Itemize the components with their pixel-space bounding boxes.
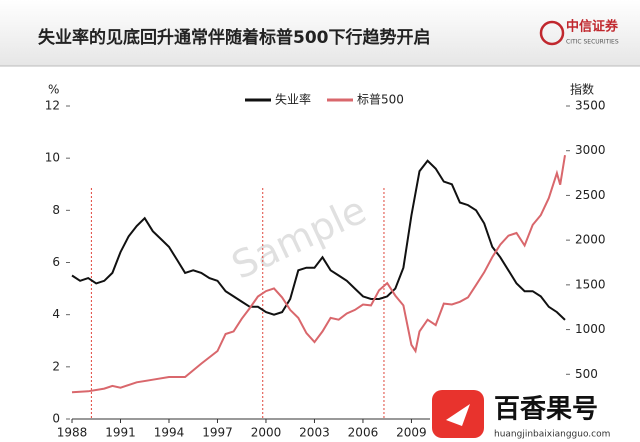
y2-tick-label: 3000 xyxy=(575,143,606,157)
y2-tick-label: 2500 xyxy=(575,188,606,202)
x-tick-label: 2003 xyxy=(299,426,330,440)
y2-tick-label: 1000 xyxy=(575,322,606,336)
footer-brand: 百香果号 xyxy=(494,395,598,425)
x-tick-label: 2009 xyxy=(396,426,427,440)
x-tick-label: 2006 xyxy=(348,426,379,440)
y-tick-label: 0 xyxy=(52,412,60,426)
y2-axis-label: 指数 xyxy=(570,82,594,97)
y-tick-label: 8 xyxy=(52,203,60,217)
legend-label: 标普500 xyxy=(357,93,404,107)
series-line xyxy=(71,155,566,394)
logo-en: CITIC SECURITIES xyxy=(566,39,619,46)
chart-title: 失业率的见底回升通常伴随着标普500下行趋势开启 xyxy=(38,27,431,48)
y-tick-label: 6 xyxy=(52,255,60,269)
x-tick-label: 2000 xyxy=(251,426,282,440)
y-tick-label: 12 xyxy=(45,99,60,113)
series-line xyxy=(71,159,566,321)
header-band xyxy=(0,0,640,66)
x-tick-label: 1997 xyxy=(202,426,233,440)
watermark: Sample xyxy=(225,188,373,288)
legend-label: 失业率 xyxy=(275,92,311,107)
footer-url: huangjinbaixiangguo.com xyxy=(494,430,610,440)
x-tick-label: 1994 xyxy=(154,426,185,440)
logo-cn: 中信证券 xyxy=(566,19,619,35)
y-tick-label: 4 xyxy=(52,307,60,321)
y-tick-label: 10 xyxy=(45,151,60,165)
logo-icon xyxy=(539,20,565,46)
y2-tick-label: 500 xyxy=(575,367,598,381)
x-tick-label: 1988 xyxy=(57,426,88,440)
y-axis-label: % xyxy=(48,83,59,97)
y-tick-label: 2 xyxy=(52,359,60,373)
footer-icon-mark xyxy=(446,404,470,426)
y2-tick-label: 3500 xyxy=(575,99,606,113)
x-tick-label: 1991 xyxy=(105,426,136,440)
y2-tick-label: 1500 xyxy=(575,277,606,291)
y2-tick-label: 2000 xyxy=(575,233,606,247)
